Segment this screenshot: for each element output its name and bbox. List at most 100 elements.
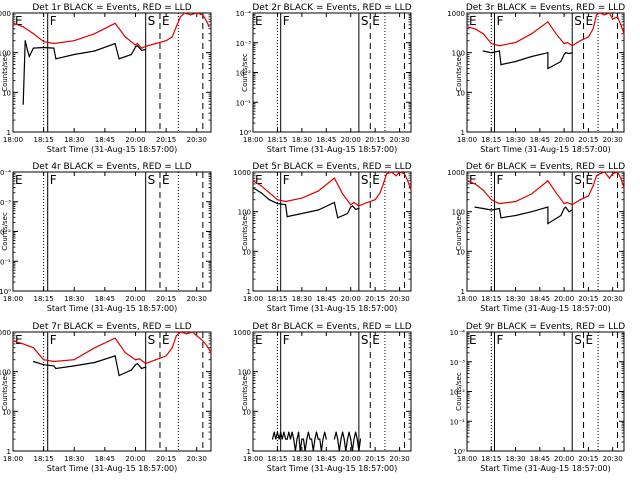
series-events-point xyxy=(294,450,296,452)
x-tick-label: 18:00 xyxy=(243,455,263,463)
y-tick-label: 1000 xyxy=(0,329,11,337)
series-lld-point xyxy=(53,360,55,363)
series-events-point xyxy=(547,67,549,70)
x-tick-label: 18:30 xyxy=(505,136,525,144)
panel-title: Det 5r BLACK = Events, RED = LLD xyxy=(252,162,411,172)
series-lld-point xyxy=(189,14,192,16)
x-tick-label: 20:00 xyxy=(341,136,361,144)
series-lld-point xyxy=(136,42,139,45)
series-lld-point xyxy=(350,204,352,206)
x-tick-label: 18:15 xyxy=(481,455,501,463)
series-lld-point xyxy=(592,185,594,187)
y-tick-label: 10⁻¹ xyxy=(450,418,466,426)
series-lld-point xyxy=(563,202,565,205)
y-axis-label: Counts/sec xyxy=(1,212,9,251)
series-events-point xyxy=(280,431,282,433)
plot-frame xyxy=(466,12,625,133)
series-events-point xyxy=(314,438,316,440)
series-events-point xyxy=(322,438,324,440)
series-events-point xyxy=(359,438,362,440)
y-axis-label: Counts/sec xyxy=(1,372,9,411)
y-tick-label: 10 xyxy=(2,408,11,416)
series-events-point xyxy=(531,211,533,213)
y-tick-label: 10 xyxy=(456,248,465,256)
series-events-point xyxy=(560,214,562,217)
series-events-point xyxy=(118,58,120,60)
series-events-point xyxy=(24,40,26,42)
y-tick-label: 10⁻³ xyxy=(0,199,11,207)
series-events-point xyxy=(296,438,298,440)
series-lld-point xyxy=(563,42,565,45)
x-tick-label: 20:30 xyxy=(390,136,410,144)
series-events-point xyxy=(340,438,342,440)
series-events-point xyxy=(284,204,287,206)
series-lld-point xyxy=(571,45,573,47)
series-lld-line xyxy=(12,12,210,49)
series-events-point xyxy=(325,438,327,440)
panel-title: Det 9r BLACK = Events, RED = LLD xyxy=(466,322,625,332)
x-tick-label: 18:15 xyxy=(34,136,54,144)
x-tick-label: 18:00 xyxy=(3,295,23,303)
series-lld-point xyxy=(134,359,137,361)
x-tick-label: 18:45 xyxy=(316,455,336,463)
series-events-point xyxy=(563,207,565,210)
x-tick-label: 20:15 xyxy=(365,136,385,144)
series-events-line xyxy=(22,40,146,105)
series-lld-point xyxy=(284,200,287,203)
time-marker-label: E xyxy=(469,333,477,347)
series-events-point xyxy=(312,450,314,452)
y-tick-label: 10⁻² xyxy=(450,389,466,397)
series-lld-point xyxy=(474,183,476,185)
series-events-point xyxy=(531,55,533,58)
series-lld-point xyxy=(623,33,625,35)
series-lld-point xyxy=(171,347,173,349)
x-tick-label: 20:00 xyxy=(341,455,361,463)
time-marker-label: F xyxy=(283,14,290,28)
series-lld-point xyxy=(165,40,167,42)
series-lld-point xyxy=(498,45,500,47)
x-tick-label: 18:30 xyxy=(64,455,84,463)
time-marker-label: E xyxy=(469,173,477,187)
series-events-point xyxy=(341,431,344,433)
x-tick-label: 20:30 xyxy=(187,136,207,144)
series-events-point xyxy=(252,187,254,189)
plot-frame xyxy=(252,171,412,292)
series-events-point xyxy=(571,52,573,54)
y-tick-label: 10⁰ xyxy=(239,129,251,137)
time-marker-label: F xyxy=(50,173,57,187)
series-lld-point xyxy=(466,180,468,182)
x-axis-label: Start Time (31-Aug-15 18:57:00) xyxy=(267,304,398,313)
series-events-point xyxy=(490,52,492,54)
x-tick-label: 20:30 xyxy=(603,136,623,144)
x-tick-label: 18:45 xyxy=(530,136,550,144)
x-tick-label: 20:00 xyxy=(125,455,145,463)
series-lld-point xyxy=(53,42,55,45)
series-lld-point xyxy=(114,337,116,339)
panel-det-1r: Det 1r BLACK = Events, RED = LLD Start Ti… xyxy=(0,3,212,154)
series-events-point xyxy=(335,431,337,433)
series-events-point xyxy=(324,431,326,433)
time-marker-label: E xyxy=(372,333,380,347)
time-marker-label: E xyxy=(372,173,380,187)
series-events-point xyxy=(319,438,321,440)
series-events-point xyxy=(568,211,570,213)
series-lld-point xyxy=(147,45,149,47)
plot-frame xyxy=(466,331,625,452)
series-lld-point xyxy=(145,362,147,365)
series-events-point xyxy=(500,64,502,66)
series-lld-point xyxy=(398,171,401,173)
series-lld-point xyxy=(165,355,167,357)
y-tick-label: 10⁻³ xyxy=(236,40,252,48)
time-marker-label: F xyxy=(283,333,290,347)
y-tick-label: 10 xyxy=(2,89,11,97)
series-lld-point xyxy=(482,33,484,35)
series-events-point xyxy=(346,438,349,440)
y-tick-label: 10⁻² xyxy=(0,229,11,237)
series-lld-point xyxy=(353,201,355,204)
x-tick-label: 18:45 xyxy=(95,136,115,144)
time-marker-label: E xyxy=(586,333,594,347)
series-events-point xyxy=(28,55,30,58)
y-tick-label: 10⁻¹ xyxy=(236,99,252,107)
x-tick-label: 18:15 xyxy=(267,455,287,463)
series-events-point xyxy=(351,450,353,452)
